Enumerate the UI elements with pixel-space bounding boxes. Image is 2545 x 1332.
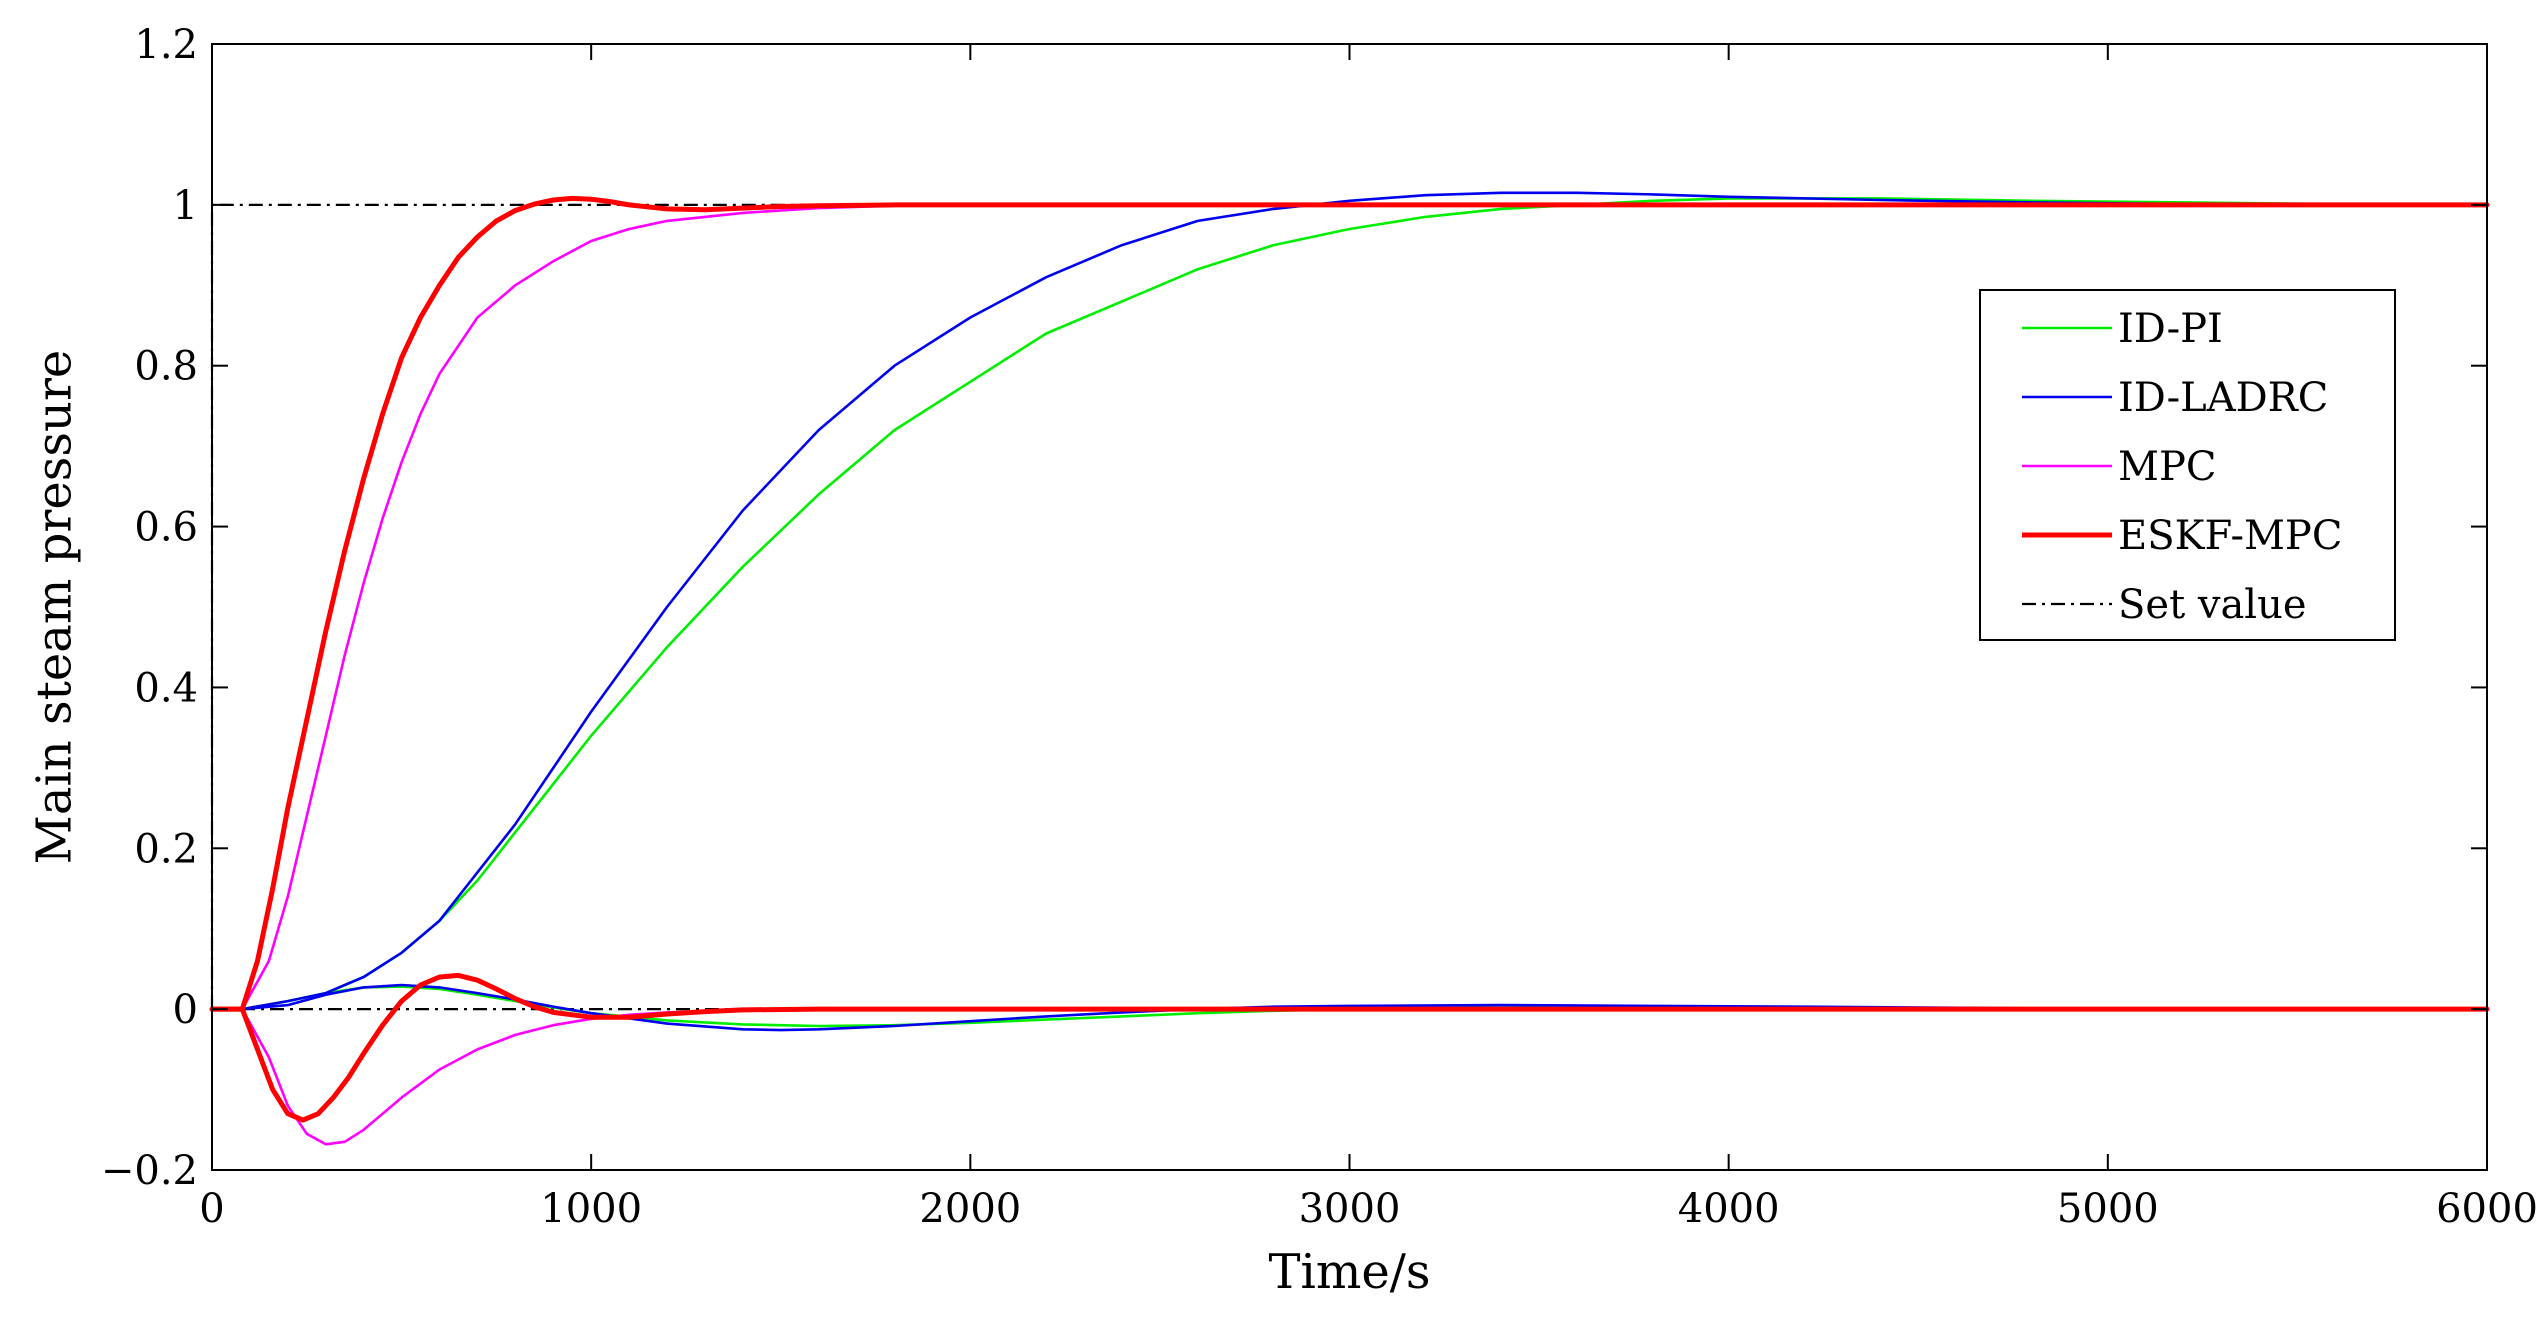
legend-label-id-pi: ID-PI <box>2118 306 2223 352</box>
legend-label-eskf-mpc: ESKF-MPC <box>2118 513 2342 559</box>
series-line-eskf-mpc-2 <box>209 972 2490 1123</box>
series-line-id-ladrc-1 <box>210 191 2489 1011</box>
legend-label-set-value: Set value <box>2118 582 2307 628</box>
y-tick-labels: −0.2 0 0.2 0.4 0.6 0.8 1 1.2 <box>101 22 198 1194</box>
y-tick-label: 0.2 <box>134 826 198 872</box>
series-layer <box>209 191 2490 1146</box>
series-line-eskf-mpc-1 <box>209 195 2490 1012</box>
y-tick-label: 0 <box>173 987 198 1033</box>
y-tick-label: 0.8 <box>134 344 198 390</box>
x-tick-label: 2000 <box>919 1186 1021 1232</box>
series-line-id-ladrc-2 <box>210 983 2489 1032</box>
x-tick-label: 0 <box>199 1186 224 1232</box>
x-tick-labels: 0 1000 2000 3000 4000 5000 6000 <box>199 1186 2538 1232</box>
y-tick-label: 0.4 <box>134 665 198 711</box>
y-tick-label: 0.6 <box>134 505 198 551</box>
legend: ID-PI ID-LADRC MPC ESKF-MPC Set value <box>1979 289 2396 641</box>
legend-label-id-ladrc: ID-LADRC <box>2118 375 2328 421</box>
x-tick-label: 1000 <box>540 1186 642 1232</box>
y-tick-label: 1 <box>173 183 198 229</box>
legend-label-mpc: MPC <box>2118 444 2216 490</box>
x-tick-label: 3000 <box>1299 1186 1401 1232</box>
y-tick-label: 1.2 <box>134 22 198 68</box>
y-tick-label: −0.2 <box>101 1148 198 1194</box>
tick-marks <box>211 43 2488 1171</box>
y-axis-label: Main steam pressure <box>27 350 83 865</box>
x-tick-label: 4000 <box>1678 1186 1780 1232</box>
x-tick-label: 6000 <box>2436 1186 2538 1232</box>
x-axis-label: Time/s <box>1268 1244 1430 1300</box>
x-tick-label: 5000 <box>2057 1186 2159 1232</box>
